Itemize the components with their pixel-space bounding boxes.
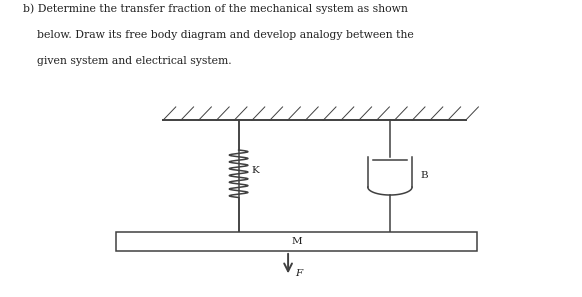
Text: F: F (296, 269, 303, 278)
Text: given system and electrical system.: given system and electrical system. (23, 56, 232, 67)
Text: B: B (421, 171, 428, 180)
Text: b) Determine the transfer fraction of the mechanical system as shown: b) Determine the transfer fraction of th… (23, 3, 408, 14)
Text: K: K (251, 166, 259, 175)
Bar (116, 232, 477, 251)
Text: M: M (292, 237, 302, 246)
Text: below. Draw its free body diagram and develop analogy between the: below. Draw its free body diagram and de… (23, 30, 414, 40)
